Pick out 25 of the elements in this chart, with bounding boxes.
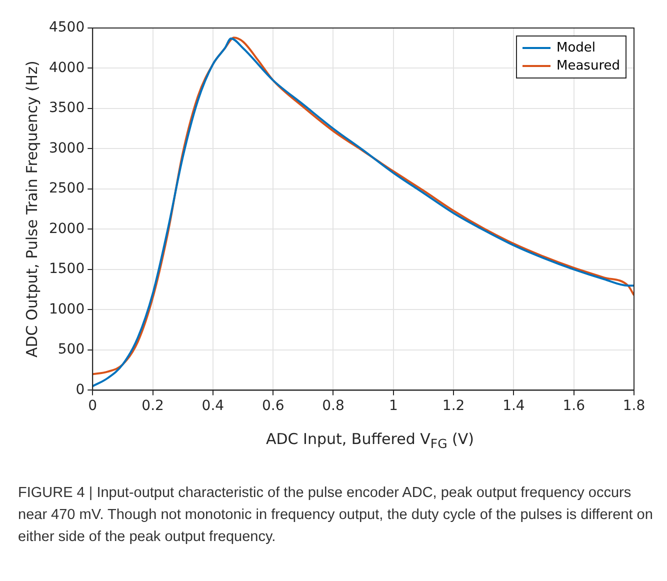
y-tick-label: 0 — [76, 382, 85, 398]
y-tick-label: 2500 — [48, 180, 85, 197]
x-tick-label: 1.2 — [442, 398, 465, 414]
y-tick-label: 2000 — [48, 220, 85, 237]
y-tick-label: 1500 — [48, 261, 85, 278]
y-axis-title: ADC Output, Pulse Train Frequency (Hz) — [22, 60, 41, 358]
caption: FIGURE 4 | Input-output characteristic of the pulse encoder ADC, peak output frequency occurs near 470 mV. Though not monotonic in frequency output, the duty cycle of the pulses is different on either side of the peak output frequency. — [18, 484, 654, 547]
legend-label: Measured — [556, 58, 620, 74]
y-tick-label: 1000 — [48, 301, 85, 318]
x-tick-label: 1.8 — [622, 398, 646, 414]
x-tick-label: 1 — [388, 398, 398, 414]
y-tick-label: 4500 — [48, 20, 85, 36]
x-tick-label: 0 — [88, 398, 98, 414]
y-tick-label: 3500 — [48, 100, 85, 116]
x-tick-label: 0.4 — [202, 398, 224, 414]
legend-label: Model — [556, 40, 596, 56]
y-tick-label: 3000 — [48, 140, 85, 156]
y-tick-label: 500 — [58, 342, 85, 358]
x-tick-label: 0.8 — [322, 398, 344, 414]
x-tick-label: 0.2 — [142, 398, 164, 414]
x-tick-label: 0.6 — [262, 398, 284, 414]
x-tick-label: 1.4 — [502, 398, 525, 414]
x-axis-title: ADC Input, Buffered V$_{FG}$ (V) — [264, 430, 476, 451]
y-tick-label: 4000 — [48, 60, 85, 76]
x-tick-label: 1.6 — [562, 398, 586, 414]
